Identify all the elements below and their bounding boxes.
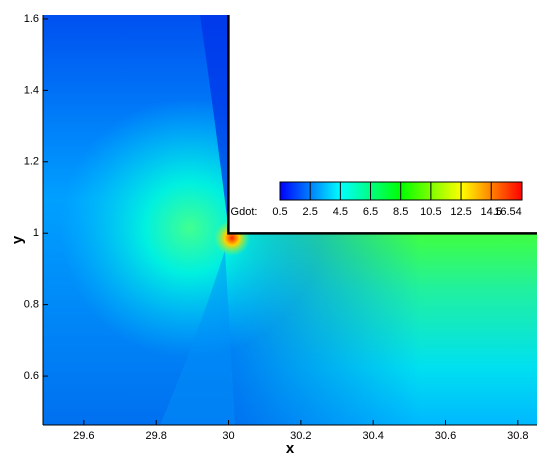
colorbar-tick-label: 8.5 [393, 206, 408, 218]
y-tick-label: 1.6 [24, 13, 39, 25]
y-tick-label: 1.2 [24, 156, 39, 168]
colorbar-tick-label: 10.5 [420, 206, 441, 218]
colorbar-tick-label: 14.5 [481, 206, 502, 218]
colorbar-tick-label: 16.54 [494, 206, 522, 218]
x-tick-label: 30.4 [362, 430, 383, 442]
x-tick-label: 29.8 [145, 430, 166, 442]
x-axis-label: x [286, 440, 295, 457]
x-tick-label: 30 [222, 430, 234, 442]
x-tick-label: 29.6 [73, 430, 94, 442]
colorbar-tick-label: 0.5 [272, 206, 287, 218]
y-tick-label: 1 [33, 227, 39, 239]
y-tick-label: 0.8 [24, 299, 39, 311]
y-tick-label: 1.4 [24, 84, 39, 96]
colorbar-tick-label: 6.5 [363, 206, 378, 218]
x-tick-label: 30.2 [290, 430, 311, 442]
colorbar-label: Gdot: [231, 206, 258, 218]
colorbar-tick-label: 2.5 [303, 206, 318, 218]
colorbar-tick-label: 12.5 [450, 206, 471, 218]
y-tick-label: 0.6 [24, 370, 39, 382]
colorbar-tick-label: 4.5 [333, 206, 348, 218]
x-tick-label: 30.6 [435, 430, 456, 442]
x-tick-label: 30.8 [507, 430, 528, 442]
y-axis-label: y [9, 235, 26, 244]
wall-edge [227, 15, 537, 235]
